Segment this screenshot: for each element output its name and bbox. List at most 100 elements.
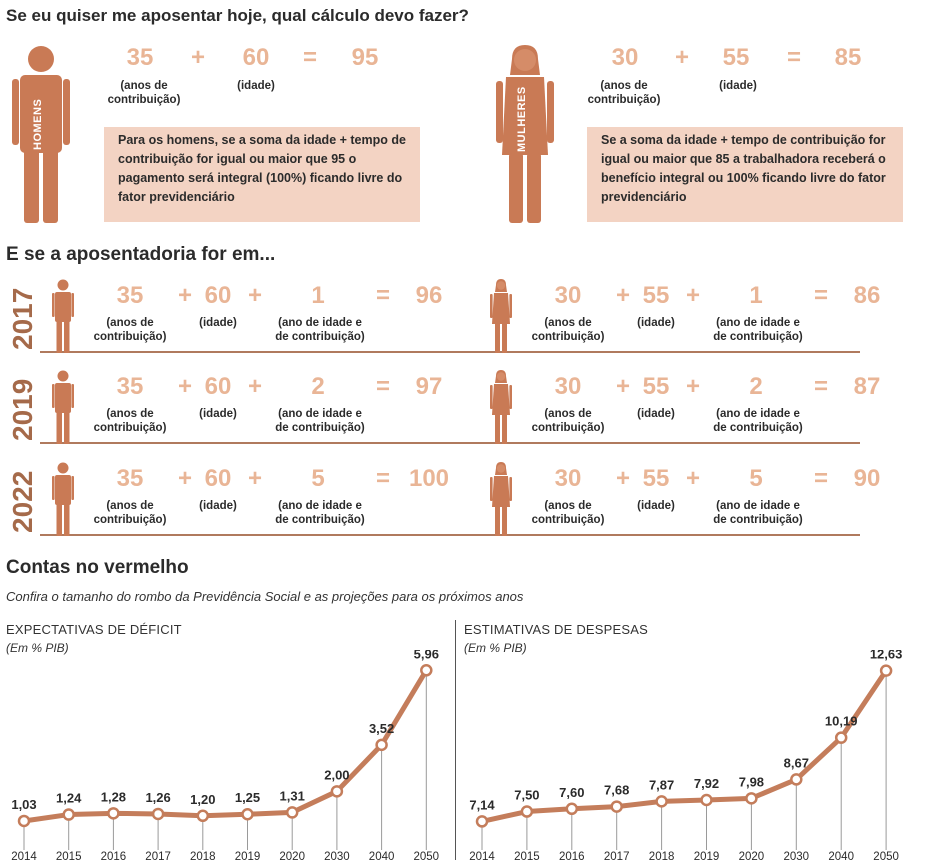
men-plus: +: [190, 44, 205, 71]
men-extra-label: (ano de idade e de contribuição): [275, 317, 365, 343]
x-tick-label: 2019: [694, 851, 720, 863]
men-extra-label: (ano de idade e de contribuição): [275, 500, 365, 526]
women-equals: =: [813, 373, 828, 400]
women-extra-value: 1: [749, 282, 763, 309]
data-point: [610, 800, 623, 813]
data-label: 5,96: [414, 650, 439, 661]
x-tick-label: 2017: [145, 851, 171, 863]
x-tick-label: 2015: [514, 851, 540, 863]
men-plus: +: [247, 373, 262, 400]
men-plus: +: [177, 373, 192, 400]
data-point: [655, 795, 668, 808]
women-contribution-label: (anos de contribuição): [587, 80, 661, 106]
x-tick-label: 2018: [190, 851, 216, 863]
data-label: 7,68: [604, 783, 629, 798]
data-label: 10,19: [825, 714, 858, 729]
women-age-label: (idade): [637, 500, 675, 512]
x-tick-label: 2018: [649, 851, 675, 863]
women-contribution-value: 30: [554, 282, 582, 309]
women-contribution-label: (anos de contribuição): [531, 408, 605, 434]
x-tick-label: 2040: [369, 851, 395, 863]
data-point: [700, 793, 713, 807]
data-label: 1,26: [145, 790, 170, 805]
data-label: 8,67: [784, 755, 809, 770]
data-point: [330, 785, 344, 798]
men-contribution-value: 35: [126, 44, 154, 71]
men-contribution-label: (anos de contribuição): [107, 80, 181, 106]
men-age-label: (idade): [199, 408, 237, 420]
women-contribution-value: 30: [554, 373, 582, 400]
men-plus: +: [247, 465, 262, 492]
data-point: [17, 814, 31, 828]
women-contribution-value: 30: [554, 465, 582, 492]
section-title-deficit: Contas no vermelho: [6, 557, 189, 578]
women-total-value: 87: [853, 373, 881, 400]
women-equals: =: [813, 282, 828, 309]
men-figure-label: HOMENS: [32, 98, 44, 150]
series-line: [21, 667, 429, 824]
data-label: 2,00: [324, 767, 349, 782]
data-label: 7,50: [514, 788, 539, 803]
x-tick-label: 2016: [101, 851, 127, 863]
women-plus: +: [685, 282, 700, 309]
women-contribution-value: 30: [611, 44, 639, 71]
women-figure-label: MULHERES: [516, 86, 528, 152]
men-age-value: 60: [204, 373, 232, 400]
men-contribution-value: 35: [116, 373, 144, 400]
men-age-value: 60: [242, 44, 270, 71]
data-label: 7,14: [469, 797, 495, 812]
men-equals: =: [375, 282, 390, 309]
men-age-value: 60: [204, 282, 232, 309]
men-age-label: (idade): [237, 80, 275, 92]
women-total-value: 90: [853, 465, 881, 492]
women-contribution-label: (anos de contribuição): [531, 500, 605, 526]
women-figure-icon: [490, 462, 512, 536]
women-equals: =: [813, 465, 828, 492]
chart-title-expenses: ESTIMATIVAS DE DESPESAS: [464, 622, 648, 637]
men-age-label: (idade): [199, 317, 237, 329]
data-label: 7,92: [694, 776, 719, 791]
women-extra-label: (ano de idade e de contribuição): [713, 317, 803, 343]
x-tick-label: 2014: [11, 851, 37, 863]
data-label: 1,31: [280, 788, 305, 803]
expenses-chart: 7,14 2014 7,50 2015 7,60 2016 7,68 2017 7,87 2018…: [469, 650, 903, 863]
women-extra-label: (ano de idade e de contribuição): [713, 408, 803, 434]
women-figure-icon: [490, 279, 512, 353]
men-figure-icon: [52, 370, 74, 444]
data-label: 12,63: [870, 650, 903, 662]
women-extra-value: 5: [749, 465, 763, 492]
men-contribution-value: 35: [116, 465, 144, 492]
women-plus: +: [674, 44, 689, 71]
women-plus: +: [685, 373, 700, 400]
women-total-value: 86: [853, 282, 881, 309]
data-point: [375, 738, 388, 752]
data-point: [745, 792, 758, 805]
women-age-value: 55: [642, 465, 670, 492]
x-tick-label: 2030: [324, 851, 350, 863]
data-label: 7,98: [739, 774, 764, 789]
women-age-value: 55: [642, 282, 670, 309]
data-label: 7,87: [649, 777, 674, 792]
women-age-label: (idade): [637, 317, 675, 329]
row-divider: [40, 442, 860, 444]
women-age-value: 55: [642, 373, 670, 400]
men-plus: +: [177, 282, 192, 309]
men-total-value: 97: [415, 373, 443, 400]
women-description-box: Se a soma da idade + tempo de contribuiç…: [587, 127, 903, 222]
page-question: Se eu quiser me aposentar hoje, qual cál…: [6, 6, 469, 25]
men-total-value: 100: [408, 465, 450, 492]
x-tick-label: 2020: [739, 851, 765, 863]
data-point: [241, 807, 254, 821]
chart-unit-deficit: (Em % PIB): [6, 641, 69, 655]
row-divider: [40, 534, 860, 536]
men-total-value: 95: [351, 44, 379, 71]
men-equals: =: [302, 44, 317, 71]
x-tick-label: 2040: [828, 851, 854, 863]
deficit-chart: 1,03 2014 1,24 2015 1,28 2016 1,26 2017 1,20 2018…: [11, 650, 440, 863]
men-extra-value: 5: [311, 465, 325, 492]
data-label: 1,03: [11, 797, 36, 812]
data-point: [107, 807, 120, 820]
data-point: [151, 807, 165, 821]
x-tick-label: 2050: [414, 851, 440, 863]
year-label-2019: 2019: [7, 378, 38, 441]
